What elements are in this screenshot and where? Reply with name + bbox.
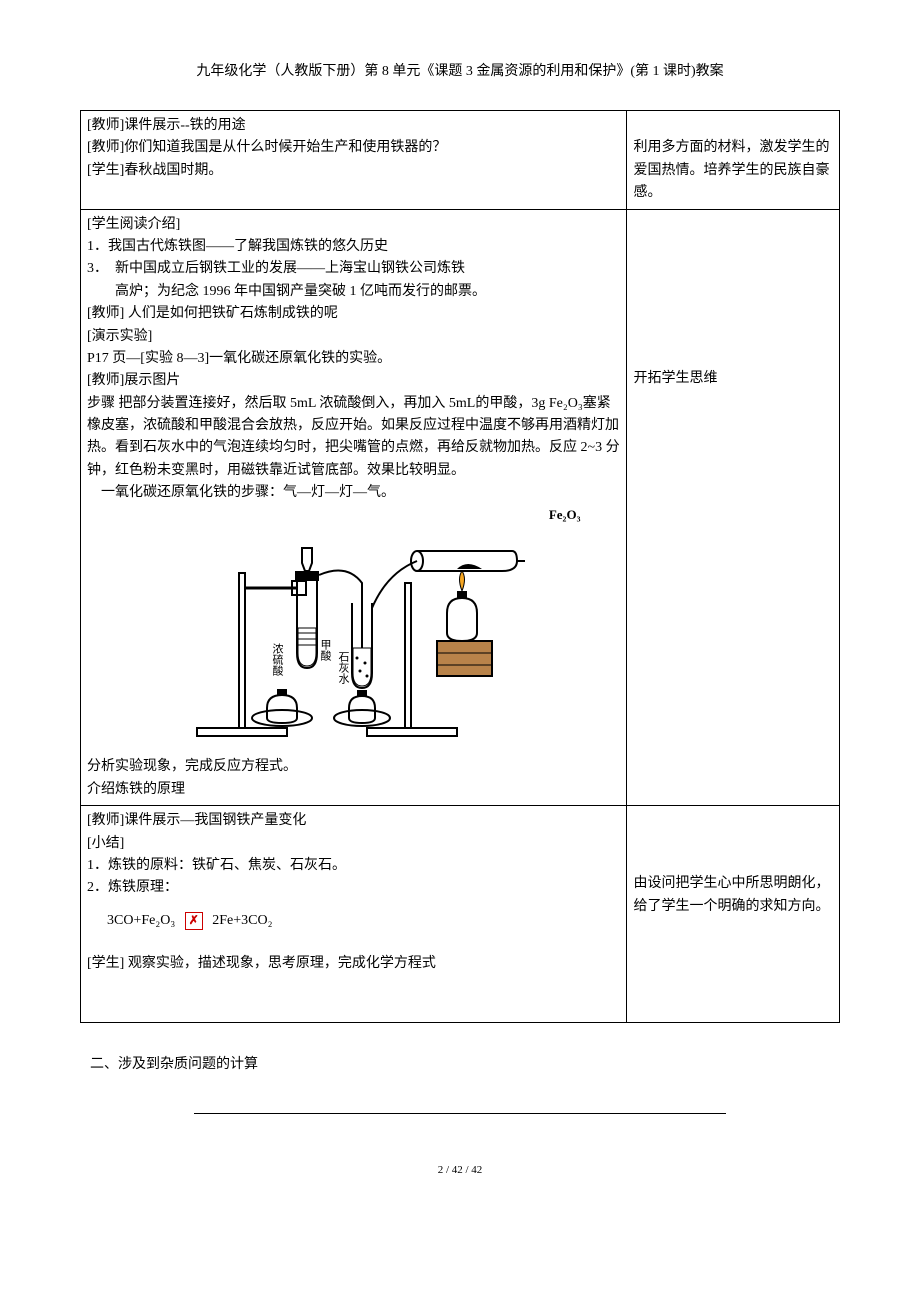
text-line: 2．炼铁原理： bbox=[87, 877, 620, 899]
text-block: 利用多方面的材料，激发学生的爱国热情。培养学生的民族自豪感。 bbox=[633, 140, 829, 200]
cell-r3-right: 由设问把学生心中所思明朗化，给了学生一个明确的求知方向。 bbox=[627, 806, 840, 1023]
footer-divider bbox=[194, 1113, 726, 1114]
table-row: [学生阅读介绍] 1．我国古代炼铁图——了解我国炼铁的悠久历史 3． 新中国成立… bbox=[81, 209, 840, 806]
text-line: [学生阅读介绍] bbox=[87, 214, 620, 236]
cell-r2-right: 开拓学生思维 bbox=[627, 209, 840, 806]
text-line: [学生]春秋战国时期。 bbox=[87, 160, 620, 182]
text-line: 高炉；为纪念 1996 年中国钢产量突破 1 亿吨而发行的邮票。 bbox=[87, 281, 620, 303]
svg-text:甲酸: 甲酸 bbox=[319, 639, 332, 662]
text-line: [教师]课件展示--铁的用途 bbox=[87, 115, 620, 137]
text-line: 介绍炼铁的原理 bbox=[87, 779, 620, 801]
table-row: [教师]课件展示—我国钢铁产量变化 [小结] 1．炼铁的原料：铁矿石、焦炭、石灰… bbox=[81, 806, 840, 1023]
text-line: [演示实验] bbox=[87, 326, 620, 348]
text-block: 开拓学生思维 bbox=[633, 371, 717, 386]
cell-r1-right: 利用多方面的材料，激发学生的爱国热情。培养学生的民族自豪感。 bbox=[627, 111, 840, 210]
equation-rhs: 2Fe+3CO₂ bbox=[212, 913, 272, 928]
text-line: [教师]课件展示—我国钢铁产量变化 bbox=[87, 810, 620, 832]
text-line: 1．炼铁的原料：铁矿石、焦炭、石灰石。 bbox=[87, 855, 620, 877]
text-line: 步骤 把部分装置连接好，然后取 5mL 浓硫酸倒入，再加入 5mL的甲酸，3g … bbox=[87, 393, 620, 483]
text-line: [小结] bbox=[87, 833, 620, 855]
cell-r2-left: [学生阅读介绍] 1．我国古代炼铁图——了解我国炼铁的悠久历史 3． 新中国成立… bbox=[81, 209, 627, 806]
text-line: 分析实验现象，完成反应方程式。 bbox=[87, 756, 620, 778]
text-line: 1．我国古代炼铁图——了解我国炼铁的悠久历史 bbox=[87, 236, 620, 258]
equation: 3CO+Fe₂O₃ ✗ 2Fe+3CO₂ bbox=[107, 910, 620, 932]
diagram-label-fe2o3: Fe₂O₃ bbox=[87, 505, 580, 526]
text-line: P17 页—[实验 8—3]一氧化碳还原氧化铁的实验。 bbox=[87, 348, 620, 370]
svg-text:浓硫酸: 浓硫酸 bbox=[271, 643, 284, 677]
page-number: 2 / 42 / 42 bbox=[80, 1164, 840, 1176]
missing-image-icon: ✗ bbox=[185, 912, 203, 930]
text-line: [学生] 观察实验，描述现象，思考原理，完成化学方程式 bbox=[87, 953, 620, 975]
text-line: 3． 新中国成立后钢铁工业的发展——上海宝山钢铁公司炼铁 bbox=[87, 258, 620, 280]
table-row: [教师]课件展示--铁的用途 [教师]你们知道我国是从什么时候开始生产和使用铁器… bbox=[81, 111, 840, 210]
text-line: [教师]你们知道我国是从什么时候开始生产和使用铁器的？ bbox=[87, 137, 620, 159]
cell-r3-left: [教师]课件展示—我国钢铁产量变化 [小结] 1．炼铁的原料：铁矿石、焦炭、石灰… bbox=[81, 806, 627, 1023]
equation-lhs: 3CO+Fe₂O₃ bbox=[107, 913, 175, 928]
text-block: 由设问把学生心中所思明朗化，给了学生一个明确的求知方向。 bbox=[633, 876, 829, 913]
page-title: 九年级化学（人教版下册）第 8 单元《课题 3 金属资源的利用和保护》(第 1 … bbox=[80, 60, 840, 80]
experiment-diagram: 浓硫酸 甲酸 石灰水 bbox=[147, 533, 620, 748]
lesson-table: [教师]课件展示--铁的用途 [教师]你们知道我国是从什么时候开始生产和使用铁器… bbox=[80, 110, 840, 1023]
section-heading: 二、涉及到杂质问题的计算 bbox=[90, 1053, 840, 1073]
svg-text:石灰水: 石灰水 bbox=[337, 651, 350, 684]
text-line: [教师] 人们是如何把铁矿石炼制成铁的呢 bbox=[87, 303, 620, 325]
text-line: [教师]展示图片 bbox=[87, 370, 620, 392]
text-line: 一氧化碳还原氧化铁的步骤：气—灯—灯—气。 bbox=[87, 482, 620, 504]
cell-r1-left: [教师]课件展示--铁的用途 [教师]你们知道我国是从什么时候开始生产和使用铁器… bbox=[81, 111, 627, 210]
